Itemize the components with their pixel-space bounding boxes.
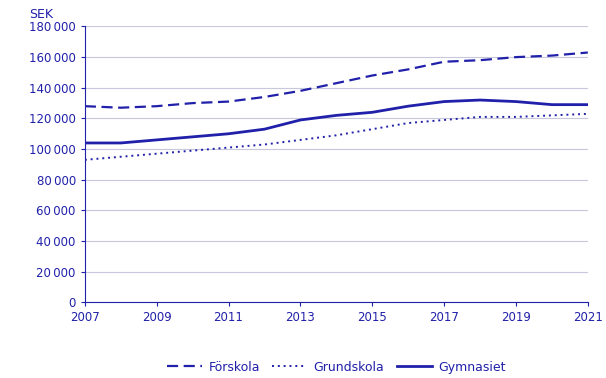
- Text: SEK: SEK: [30, 8, 53, 21]
- Legend: Förskola, Grundskola, Gymnasiet: Förskola, Grundskola, Gymnasiet: [162, 356, 511, 378]
